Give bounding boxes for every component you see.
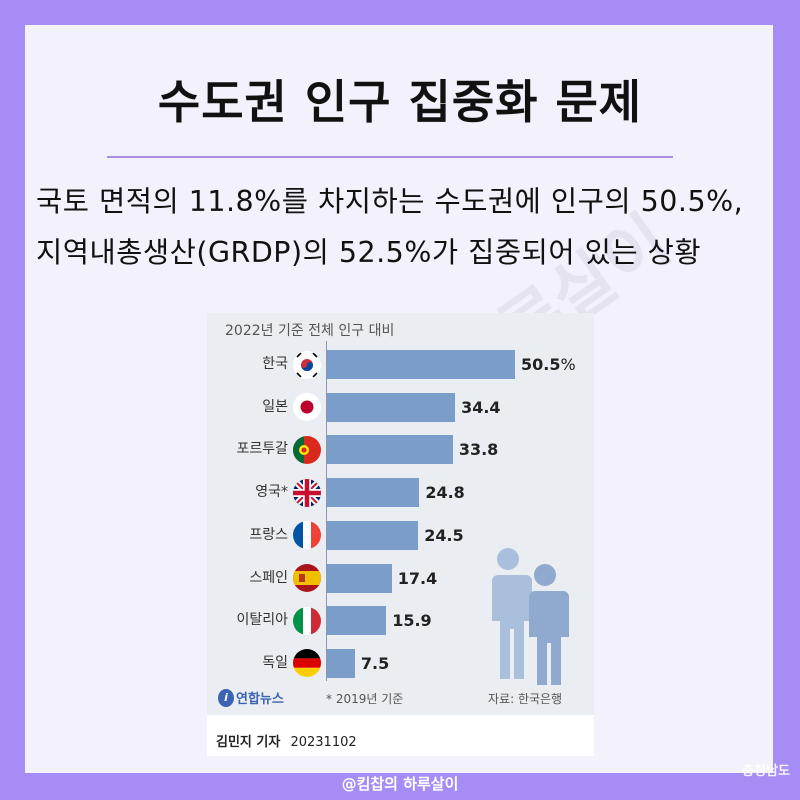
category-label-portugal: 포르투갈 bbox=[236, 441, 288, 458]
byline-date: 20231102 bbox=[290, 735, 357, 750]
bar-italy bbox=[327, 606, 387, 636]
value-label-japan: 34.4 bbox=[461, 397, 501, 417]
bar-portugal bbox=[327, 435, 453, 465]
people-illustration bbox=[490, 548, 569, 685]
category-label-korea: 한국 bbox=[262, 356, 288, 372]
chart-source: 자료: 한국은행 bbox=[488, 692, 563, 706]
bar-france bbox=[327, 520, 419, 550]
korea-flag-icon bbox=[293, 350, 321, 379]
chart-area bbox=[207, 313, 594, 715]
region-watermark: 충청남도 bbox=[742, 764, 790, 779]
spain-flag-icon bbox=[293, 564, 321, 592]
france-flag-icon bbox=[293, 521, 321, 550]
bar-uk bbox=[327, 478, 420, 508]
page-title: 수도권 인구 집중화 문제 bbox=[157, 75, 643, 129]
category-label-japan: 일본 bbox=[262, 398, 288, 415]
bar-japan bbox=[327, 392, 456, 422]
bar-germany bbox=[327, 648, 355, 678]
title-divider bbox=[107, 156, 673, 158]
value-label-italy: 15.9 bbox=[392, 611, 432, 631]
uk-flag-icon bbox=[293, 478, 321, 507]
chart-subtitle: 2022년 기준 전체 인구 대비 bbox=[225, 323, 395, 339]
category-axis bbox=[326, 341, 327, 681]
chart-footnote: * 2019년 기준 bbox=[326, 692, 404, 706]
value-unit: % bbox=[560, 355, 576, 374]
value-label-germany: 7.5 bbox=[360, 653, 390, 673]
japan-flag-icon bbox=[293, 393, 321, 422]
category-label-spain: 스페인 bbox=[249, 569, 288, 586]
source-logo-text: 연합뉴스 bbox=[236, 692, 284, 707]
category-label-germany: 독일 bbox=[262, 654, 288, 671]
value-label-spain: 17.4 bbox=[397, 568, 438, 588]
footer-handle: @킴찹의 하루살이 bbox=[341, 775, 459, 793]
value-label-korea: 50.5% bbox=[521, 355, 576, 374]
bar-spain bbox=[327, 563, 392, 593]
germany-flag-icon bbox=[293, 649, 321, 678]
lead-text: 국토 면적의 11.8%를 차지하는 수도권에 인구의 50.5%, 지역내총생… bbox=[36, 185, 744, 269]
category-label-france: 프랑스 bbox=[249, 526, 288, 543]
yonhap-logo-icon: i bbox=[218, 688, 234, 707]
portugal-flag-icon bbox=[293, 435, 321, 464]
byline: 김민지 기자 20231102 bbox=[216, 731, 357, 750]
source-logo: i 연합뉴스 bbox=[218, 688, 284, 707]
value-label-uk: 24.8 bbox=[425, 483, 465, 503]
value-label-portugal: 33.8 bbox=[458, 440, 499, 460]
category-label-italy: 이탈리아 bbox=[236, 612, 288, 629]
value-label-france: 24.5 bbox=[424, 525, 464, 545]
reporter-name: 김민지 기자 bbox=[216, 735, 281, 750]
bar-korea bbox=[327, 350, 515, 379]
category-label-uk: 영국* bbox=[255, 484, 288, 501]
italy-flag-icon bbox=[293, 606, 321, 635]
